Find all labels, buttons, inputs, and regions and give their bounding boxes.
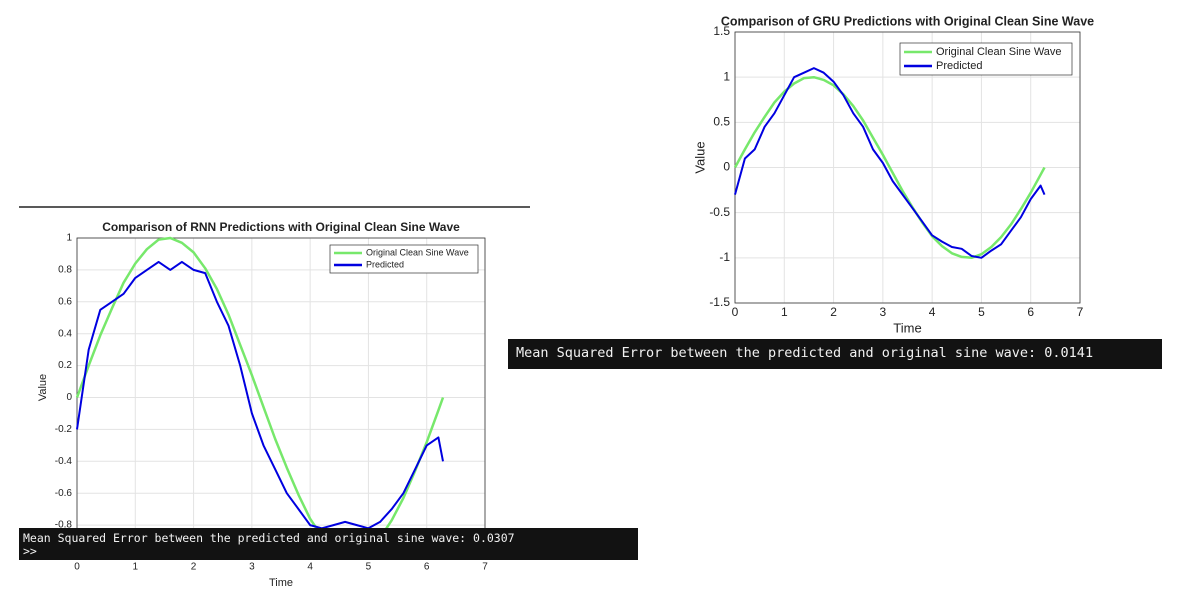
y-tick-label: 0.2 — [58, 360, 72, 371]
y-tick-label: 0.6 — [58, 296, 72, 307]
x-tick-label: 5 — [978, 305, 985, 319]
y-tick-label: -0.5 — [709, 205, 730, 219]
y-tick-label: 0.4 — [58, 328, 72, 339]
series-line — [75, 236, 445, 559]
terminal-line: Mean Squared Error between the predicted… — [23, 531, 515, 545]
y-axis-label: Value — [692, 141, 707, 173]
terminal-line: >> — [23, 544, 37, 558]
x-tick-label: 0 — [732, 305, 739, 319]
x-tick-label: 2 — [830, 305, 837, 319]
x-tick-label: 2 — [191, 562, 197, 573]
x-tick-label: 3 — [249, 562, 255, 573]
terminal: Mean Squared Error between the predicted… — [508, 339, 1162, 369]
legend-label: Original Clean Sine Wave — [936, 46, 1062, 58]
y-tick-label: 0 — [66, 392, 72, 403]
legend-label: Original Clean Sine Wave — [366, 247, 469, 257]
y-tick-label: 0 — [723, 160, 730, 174]
x-tick-label: 6 — [1027, 305, 1034, 319]
terminal: Mean Squared Error between the predicted… — [19, 528, 638, 560]
y-tick-label: -1 — [719, 250, 730, 264]
x-tick-label: 7 — [482, 562, 488, 573]
x-tick-label: 4 — [307, 562, 313, 573]
series-line — [734, 67, 1046, 259]
y-tick-label: 1 — [723, 69, 730, 83]
y-tick-label: 0.5 — [713, 115, 730, 129]
x-tick-label: 3 — [880, 305, 887, 319]
series-line — [76, 260, 444, 530]
y-tick-label: -0.6 — [55, 488, 73, 499]
x-axis-label: Time — [269, 577, 293, 589]
x-tick-label: 6 — [424, 562, 430, 573]
legend-label: Predicted — [366, 259, 404, 269]
x-tick-label: 4 — [929, 305, 936, 319]
y-tick-label: -0.2 — [55, 424, 73, 435]
x-tick-label: 1 — [133, 562, 139, 573]
y-tick-label: -0.8 — [55, 520, 73, 531]
chart-title: Comparison of RNN Predictions with Origi… — [102, 220, 460, 234]
y-tick-label: 1.5 — [713, 24, 730, 38]
y-tick-label: -0.4 — [55, 456, 73, 467]
y-tick-label: -1.5 — [709, 295, 730, 309]
chart-title: Comparison of GRU Predictions with Origi… — [721, 14, 1094, 28]
x-tick-label: 1 — [781, 305, 788, 319]
y-axis-label: Value — [37, 374, 49, 401]
x-tick-label: 7 — [1077, 305, 1084, 319]
y-tick-label: 0.8 — [58, 265, 72, 276]
x-tick-label: 0 — [74, 562, 80, 573]
x-tick-label: 5 — [366, 562, 372, 573]
terminal-line: Mean Squared Error between the predicted… — [516, 345, 1094, 361]
legend — [329, 244, 479, 274]
legend — [899, 42, 1073, 76]
x-axis-label: Time — [893, 320, 921, 335]
legend-label: Predicted — [936, 60, 982, 72]
y-tick-label: 1 — [66, 233, 72, 244]
